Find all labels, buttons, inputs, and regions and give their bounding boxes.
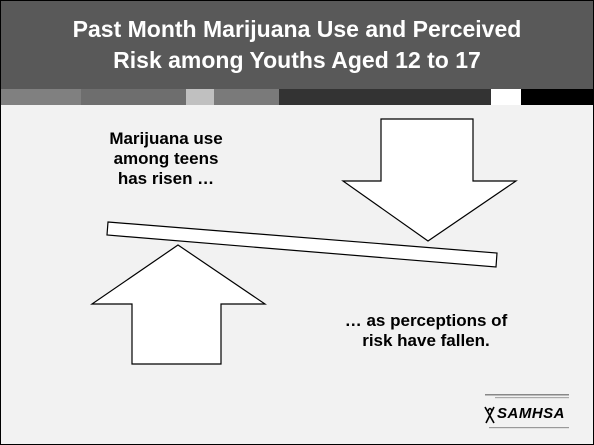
title-line-1: Past Month Marijuana Use and Perceived xyxy=(72,16,522,42)
stripe-segment-1 xyxy=(1,89,81,105)
title-line-2: Risk among Youths Aged 12 to 17 xyxy=(113,47,481,73)
caption-marijuana-use: Marijuana use among teens has risen … xyxy=(71,129,261,189)
up-arrow-icon xyxy=(90,244,267,365)
caption-top-line-2: among teens xyxy=(113,149,219,168)
stripe-segment-2 xyxy=(81,89,186,105)
stripe-segment-6 xyxy=(491,89,521,105)
caption-top-line-1: Marijuana use xyxy=(109,129,223,148)
caption-perceptions-of-risk: … as perceptions of risk have fallen. xyxy=(301,311,551,351)
samhsa-logo-mark xyxy=(484,406,495,424)
stripe-segment-4 xyxy=(214,89,279,105)
stripe-segment-5 xyxy=(279,89,491,105)
caption-bottom-line-1: … as perceptions of xyxy=(344,311,508,330)
down-arrow-icon xyxy=(341,118,518,242)
logo-fine-print-icon xyxy=(485,394,569,399)
logo-footer-fine-print-icon xyxy=(489,427,569,429)
stripe-segment-7 xyxy=(521,89,593,105)
slide-title: Past Month Marijuana Use and Perceived R… xyxy=(73,14,522,76)
seesaw-plank xyxy=(106,221,498,268)
caption-bottom-line-2: risk have fallen. xyxy=(362,331,490,350)
stripe-segment-3 xyxy=(186,89,214,105)
caption-top-line-3: has risen … xyxy=(117,169,215,188)
samhsa-logo-text: SAMHSA xyxy=(497,405,566,422)
title-band: Past Month Marijuana Use and Perceived R… xyxy=(1,1,593,89)
